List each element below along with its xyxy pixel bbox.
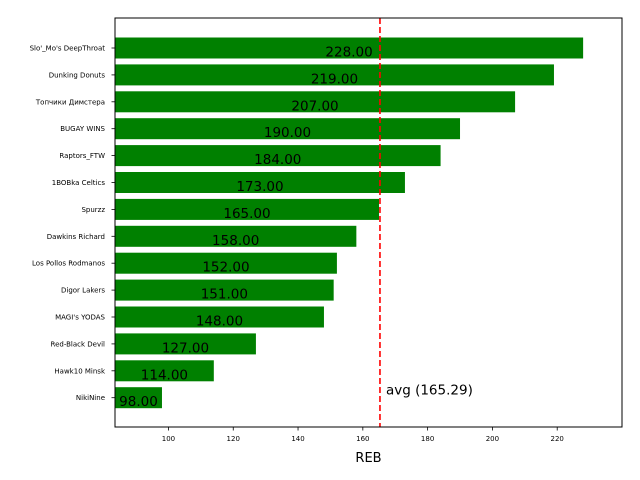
bar [115,37,584,59]
bar-value-label: 207.00 [291,98,338,114]
bar-value-label: 98.00 [119,394,158,410]
y-tick-label: Slo'_Mo's DeepThroat [30,45,106,53]
bar [115,91,516,113]
bar [115,172,405,193]
bar-value-label: 148.00 [196,314,243,330]
bar [115,360,214,382]
bar-value-label: 165.00 [223,206,270,222]
average-line-group: avg (165.29) [379,18,473,427]
y-tick-label: Los Pollos Rodmanos [32,260,105,268]
plot-frame [114,17,623,428]
bar [115,306,324,328]
bar-value-label: 173.00 [236,179,283,195]
bar-value-label: 151.00 [201,287,248,303]
bar-value-label: 184.00 [254,152,301,168]
y-tick-label: 1BOBka Celtics [52,179,106,187]
bar-value-label: 228.00 [325,45,372,61]
y-tick-label: MAGI's YODAS [55,314,105,322]
bar-value-label: 219.00 [311,71,358,87]
x-tick-label: 180 [421,435,434,443]
y-tick-label: NikiNine [76,394,105,402]
x-tick-label: 200 [486,435,499,443]
bar-value-label: 190.00 [264,125,311,141]
bar [115,279,334,301]
y-tick-label: Dunking Donuts [49,71,106,79]
x-tick-label: 220 [551,435,564,443]
x-axis-title: REB [355,451,381,466]
bar-value-label: 127.00 [162,340,209,356]
y-tick-label: Spurzz [81,206,105,214]
y-tick-label: Digor Lakers [61,287,105,295]
y-tick-label: BUGAY WINS [60,125,105,133]
y-tick-label: Red-Black Devil [51,340,106,348]
bar [115,225,357,247]
bar [115,198,380,220]
y-tick-label: Dawkins Richard [47,233,105,241]
x-tick-label: 100 [162,435,175,443]
bar [115,387,162,409]
x-axis: 100 120 140 160 180 200 220 [162,427,564,443]
y-tick-label: Hawk10 Minsk [54,367,106,375]
bars-group [115,37,584,409]
bar-value-label: 158.00 [212,233,259,249]
bar [115,118,461,140]
x-tick-label: 120 [227,435,240,443]
value-labels-group: 228.00 219.00 207.00 190.00 184.00 173.00 165.… [119,45,373,411]
bar-value-label: 114.00 [141,367,188,383]
y-tick-label: Raptors_FTW [59,152,105,160]
x-tick-label: 140 [291,435,304,443]
y-tick-label: Топчики Димстера [35,98,105,106]
y-axis: Slo'_Mo's DeepThroat Dunking Donuts Топчик… [30,45,115,402]
bar [115,145,441,167]
bar [115,333,256,355]
bar [115,64,554,86]
x-tick-label: 160 [356,435,369,443]
bar [115,252,337,274]
average-label: avg (165.29) [386,383,473,399]
bar-value-label: 152.00 [202,260,249,276]
